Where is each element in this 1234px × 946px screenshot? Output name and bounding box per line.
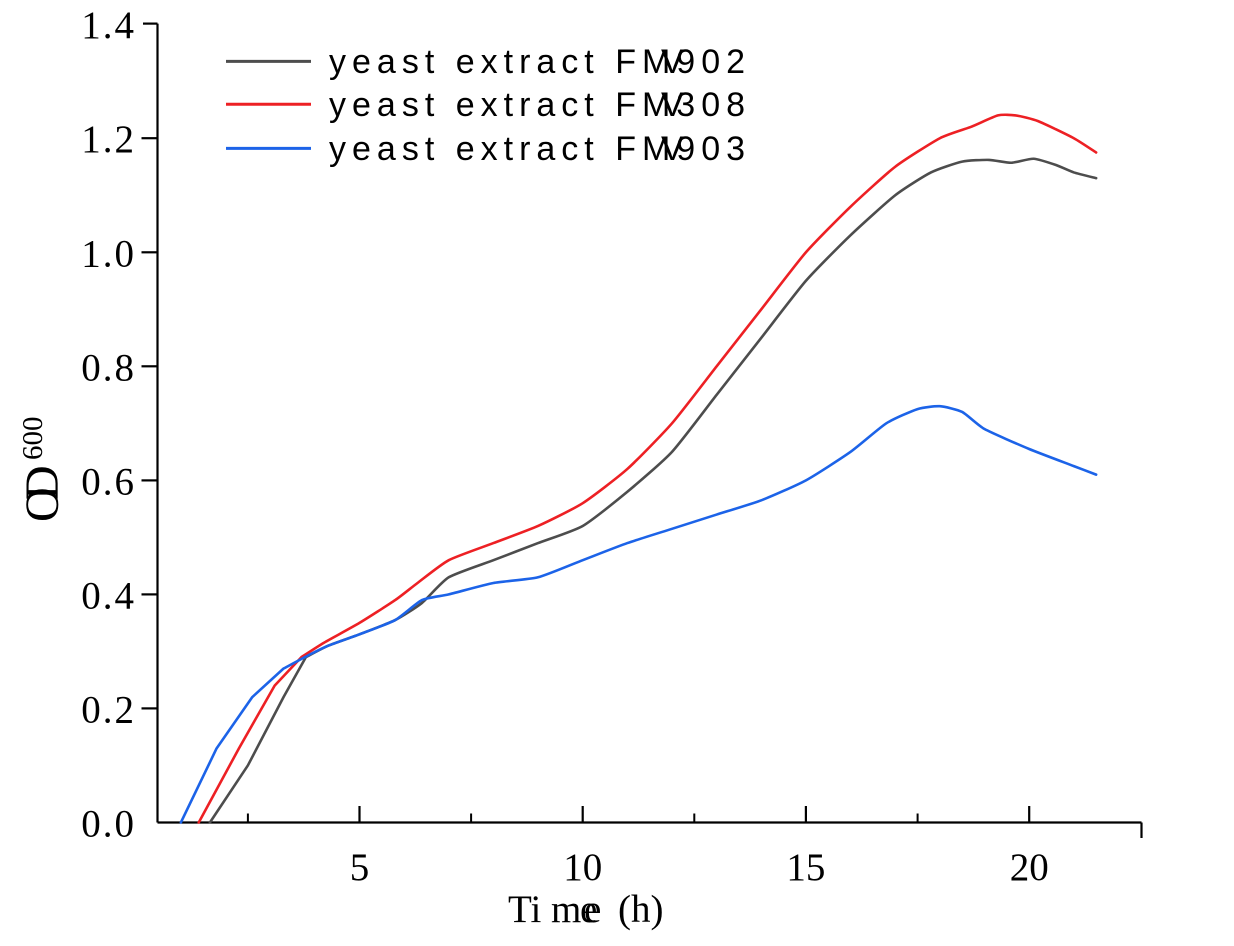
svg-text:1.0: 1.0 [81, 232, 136, 275]
svg-text:1.2: 1.2 [81, 118, 136, 161]
svg-text:5: 5 [350, 846, 370, 889]
svg-text:0.4: 0.4 [81, 574, 136, 617]
svg-text:e: e [580, 888, 597, 931]
svg-text:m: m [551, 888, 581, 931]
svg-text:(h): (h) [618, 888, 663, 931]
svg-text:1.4: 1.4 [81, 4, 136, 47]
svg-text:V: V [661, 43, 690, 81]
svg-text:15: 15 [786, 846, 825, 889]
svg-text:20: 20 [1010, 846, 1049, 889]
svg-text:10: 10 [563, 846, 602, 889]
svg-text:Ti: Ti [508, 888, 541, 931]
svg-text:0.2: 0.2 [81, 688, 136, 731]
svg-text:600: 600 [17, 417, 49, 461]
svg-text:0.6: 0.6 [81, 460, 136, 503]
svg-text:D: D [16, 465, 69, 500]
svg-text:V: V [661, 86, 690, 124]
svg-text:0.0: 0.0 [81, 803, 136, 846]
svg-text:0.8: 0.8 [81, 346, 136, 389]
svg-text:V: V [661, 130, 690, 168]
